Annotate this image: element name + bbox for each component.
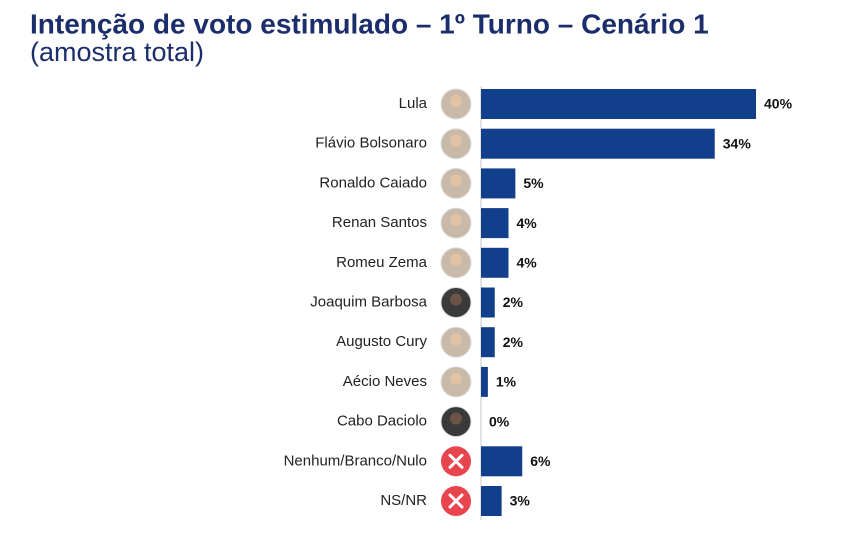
category-label: Cabo Daciolo: [337, 413, 427, 430]
value-label: 4%: [517, 215, 538, 231]
bar: [481, 486, 502, 516]
bar: [481, 287, 495, 318]
value-label: 3%: [510, 493, 531, 509]
avatar-face: [450, 134, 462, 147]
category-label: Lula: [399, 95, 428, 112]
avatar-face: [450, 174, 462, 187]
category-label: Ronaldo Caiado: [319, 174, 427, 191]
value-label: 6%: [530, 453, 551, 469]
bar: [481, 208, 509, 239]
category-label: Nenhum/Branco/Nulo: [284, 452, 427, 469]
avatar-face: [450, 333, 462, 346]
avatar-face: [450, 214, 462, 227]
bar: [481, 89, 756, 119]
avatar-face: [450, 95, 462, 107]
none-icon-x: [448, 493, 464, 509]
bar: [481, 327, 495, 358]
none-icon-x: [448, 453, 464, 469]
category-label: Renan Santos: [332, 214, 427, 231]
category-label: Augusto Cury: [336, 333, 427, 350]
bar: [481, 247, 509, 278]
category-label: Joaquim Barbosa: [310, 293, 427, 310]
category-label: Flávio Bolsonaro: [315, 135, 427, 152]
value-label: 2%: [503, 294, 524, 310]
value-label: 4%: [517, 255, 538, 271]
category-label: NS/NR: [380, 492, 427, 509]
avatar-face: [450, 293, 462, 306]
bar: [481, 446, 523, 477]
category-label: Aécio Neves: [343, 373, 427, 390]
avatar-face: [450, 412, 462, 425]
bar: [481, 366, 488, 397]
value-label: 40%: [764, 96, 793, 112]
avatar-face: [450, 372, 462, 385]
value-label: 34%: [723, 135, 752, 151]
value-label: 1%: [496, 374, 517, 390]
category-label: Romeu Zema: [336, 254, 428, 271]
bar: [481, 128, 715, 159]
chart-title: Intenção de voto estimulado – 1º Turno –…: [30, 8, 709, 39]
value-label: 5%: [523, 175, 544, 191]
avatar-face: [450, 253, 462, 266]
bar: [481, 168, 516, 199]
chart-subtitle: (amostra total): [30, 37, 204, 67]
value-label: 0%: [489, 413, 510, 429]
value-label: 2%: [503, 334, 524, 350]
